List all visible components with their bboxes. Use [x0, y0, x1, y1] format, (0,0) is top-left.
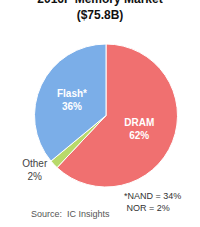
svg-text:Other2%: Other2% [22, 158, 48, 182]
svg-text:*NAND = 34% NOR = 2%: *NAND = 34% NOR = 2% [124, 191, 181, 213]
svg-text:Source: IC Insights: Source: IC Insights [31, 209, 110, 219]
svg-text:DRAM62%: DRAM62% [124, 117, 154, 141]
svg-text:Flash*36%: Flash*36% [57, 88, 87, 112]
svg-text:2016F Memory Market($75.8B): 2016F Memory Market($75.8B) [37, 0, 162, 22]
